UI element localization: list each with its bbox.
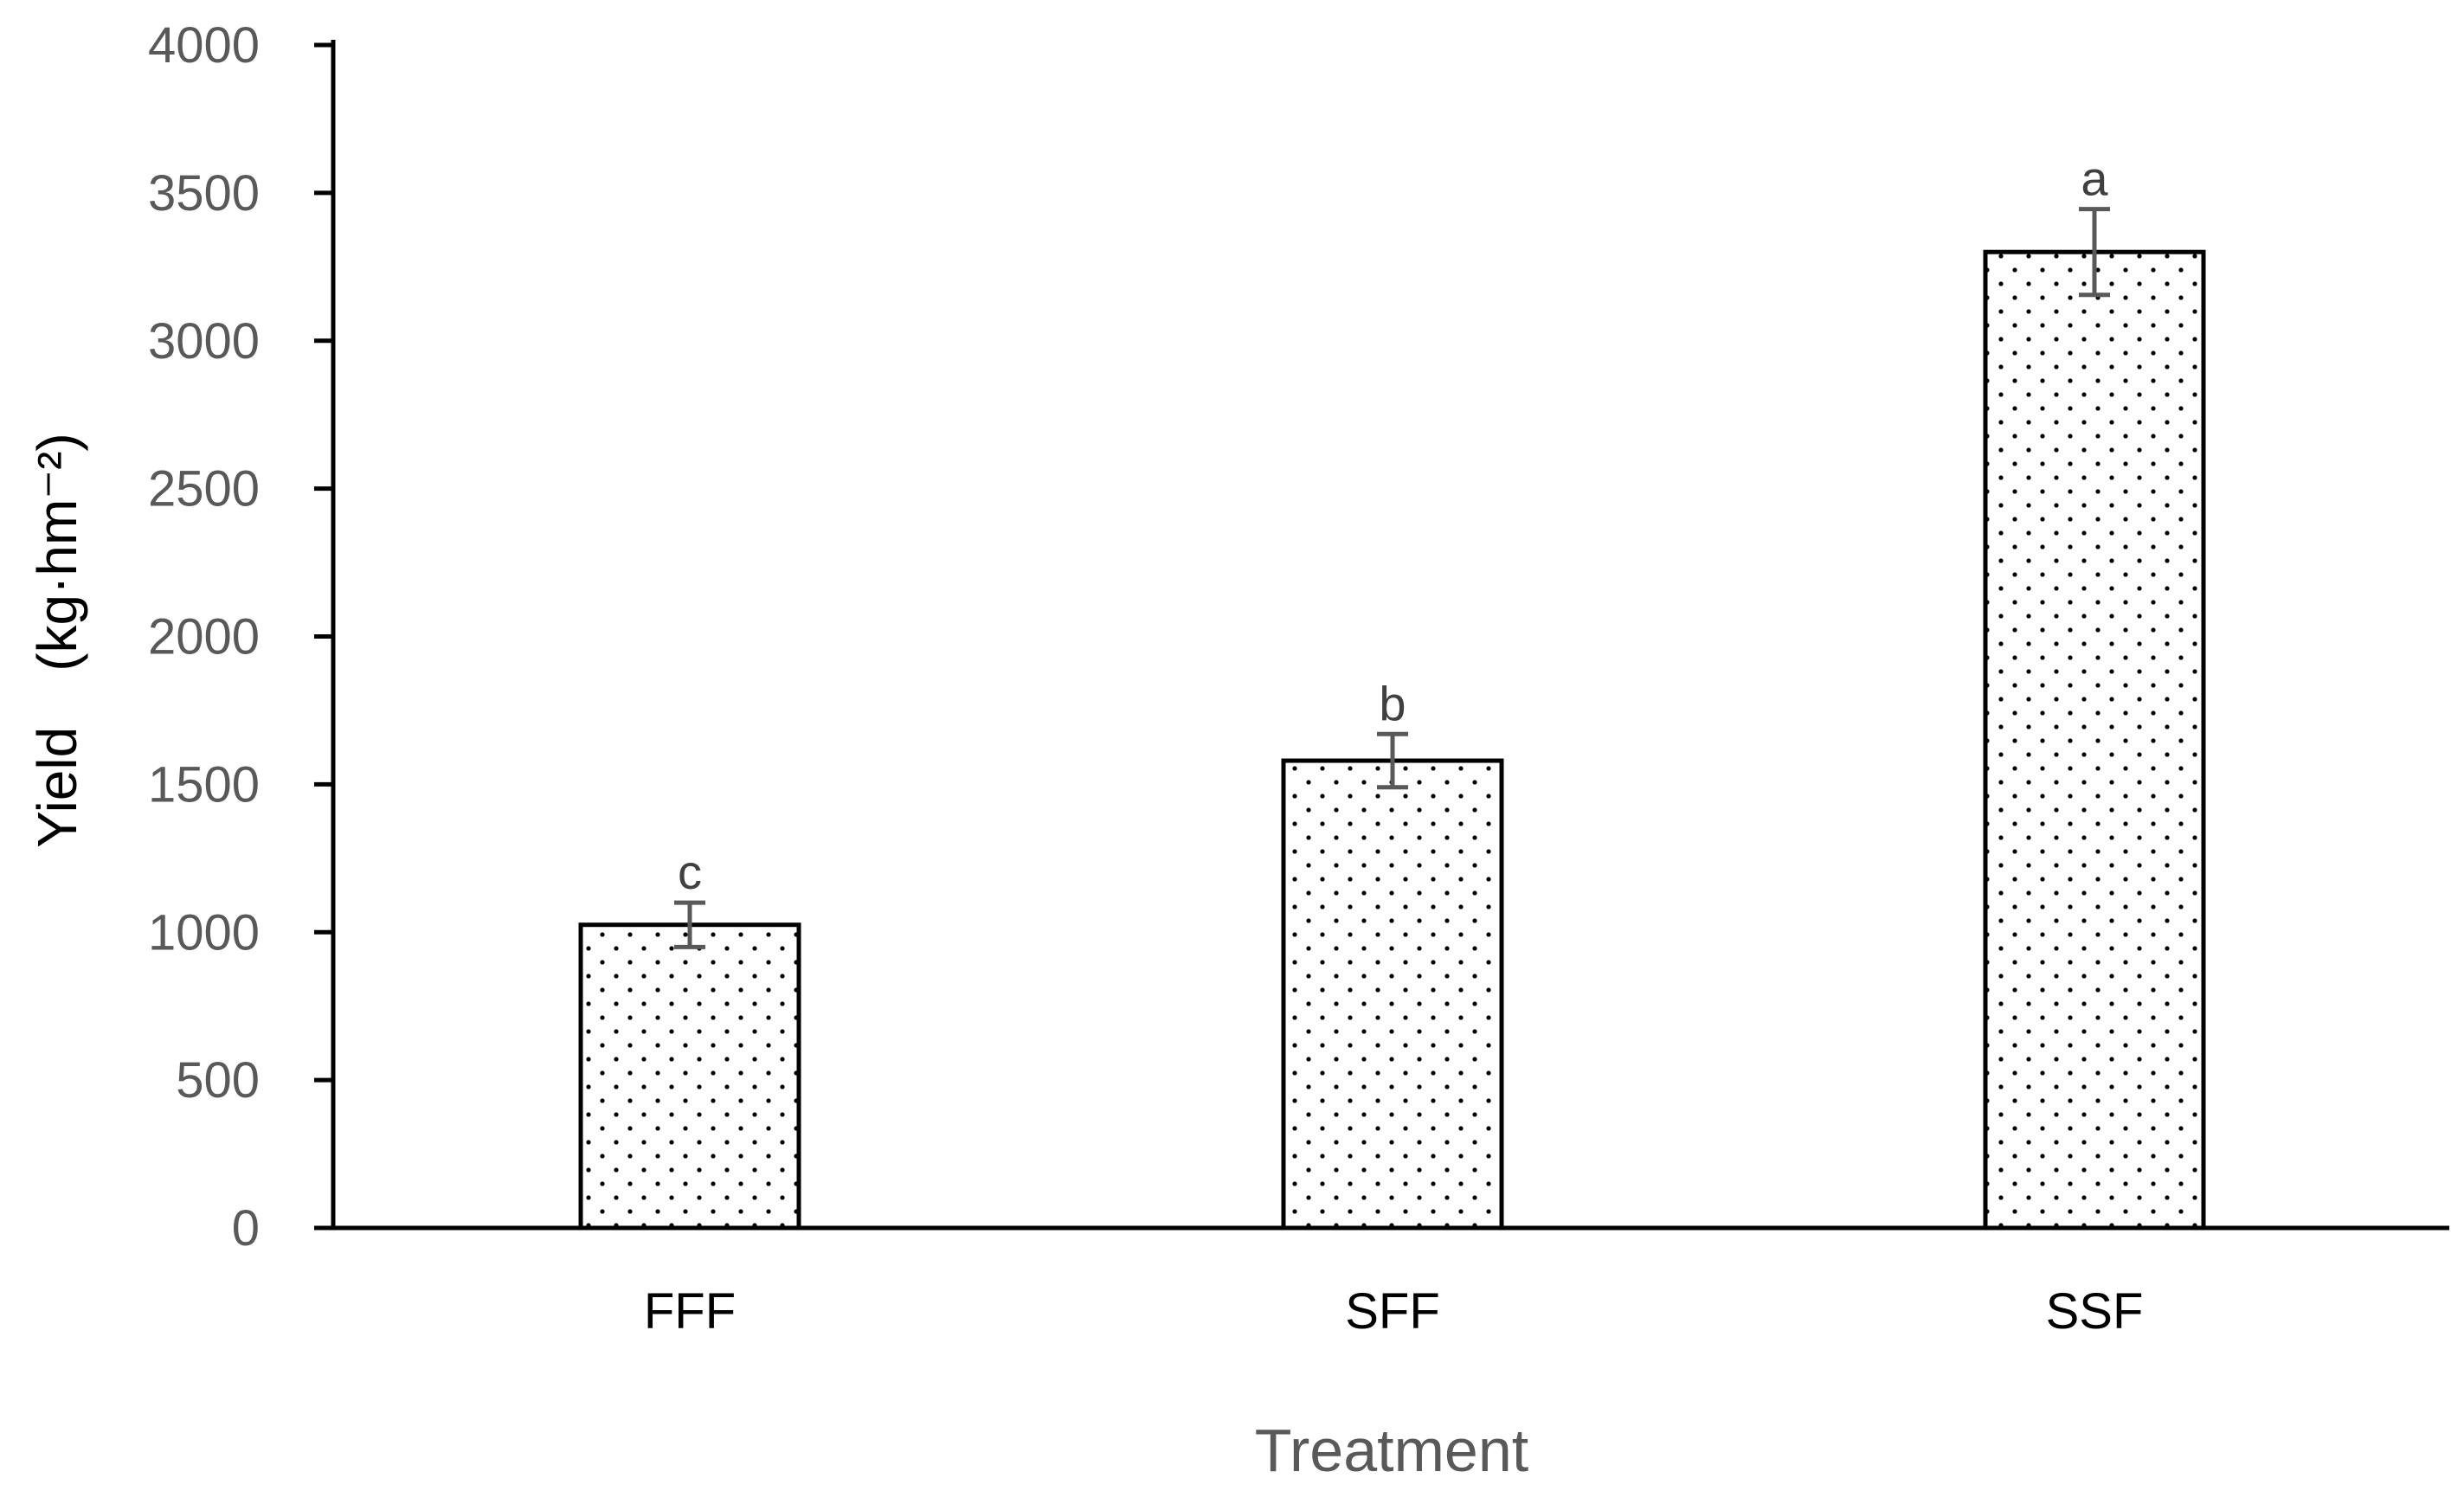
y-tick-label: 2500 — [148, 461, 260, 517]
axes — [331, 40, 2449, 1231]
y-tick-label: 0 — [232, 1200, 260, 1256]
significance-labels-layer: c b a — [678, 151, 2108, 899]
significance-label-fff: c — [678, 845, 702, 899]
y-tick-label: 4000 — [148, 17, 260, 74]
y-tick-label: 1500 — [148, 756, 260, 813]
error-bars-layer — [674, 207, 2110, 949]
significance-label-ssf: a — [2081, 151, 2108, 206]
x-category-label-fff: FFF — [644, 1283, 736, 1340]
y-tick-label: 2000 — [148, 609, 260, 665]
y-tick-label: 500 — [176, 1052, 260, 1109]
y-tick-label: 3500 — [148, 165, 260, 222]
x-category-labels: FFF SFF SSF — [644, 1283, 2144, 1340]
x-axis-title: Treatment — [1255, 1417, 1528, 1484]
y-ticks: 0 500 1000 1500 2000 2500 3000 3500 4000 — [148, 17, 333, 1256]
y-axis-title: Yield (kg·hm⁻²) — [26, 433, 88, 847]
bar-sff — [1281, 758, 1504, 1231]
significance-label-sff: b — [1379, 676, 1406, 730]
x-category-label-sff: SFF — [1345, 1283, 1440, 1340]
bar-ssf — [1983, 249, 2206, 1231]
y-tick-label: 3000 — [148, 313, 260, 370]
x-category-label-ssf: SSF — [2046, 1283, 2144, 1340]
bar-fff — [578, 922, 801, 1231]
y-tick-label: 1000 — [148, 904, 260, 961]
